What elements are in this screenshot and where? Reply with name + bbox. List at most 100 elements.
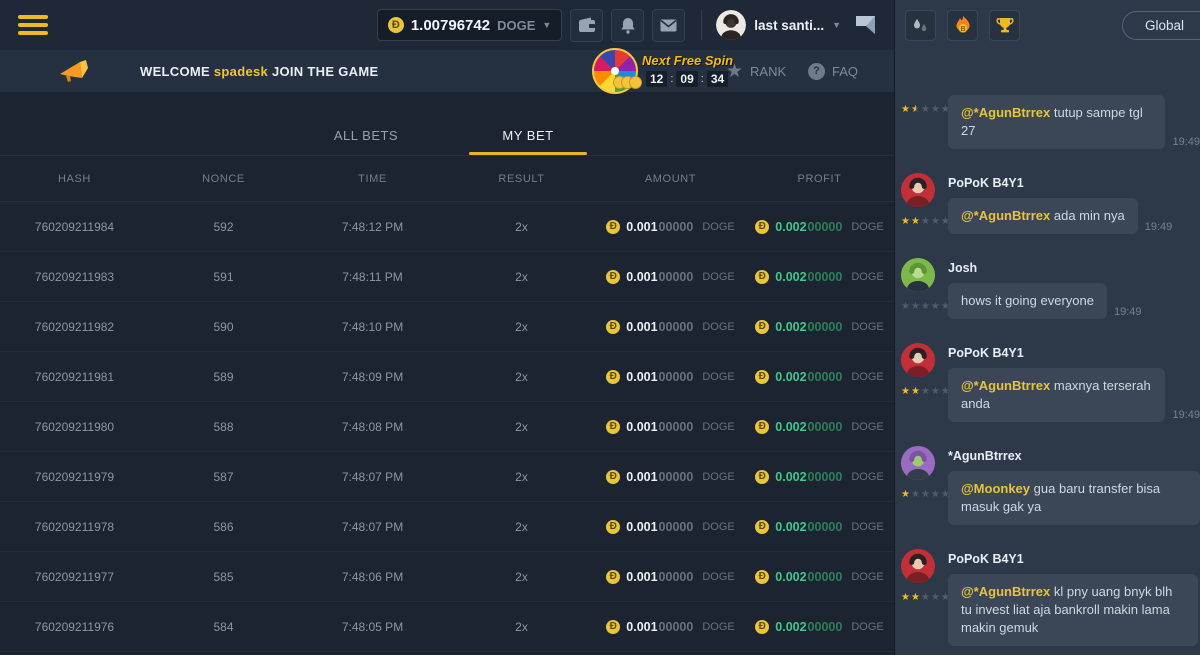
message-bubble: @*AgunBtrrex maxnya terserah anda	[948, 368, 1166, 422]
hash-cell: 760209211978	[34, 519, 115, 534]
doge-coin-icon: Ð	[755, 419, 770, 434]
avatar-image	[901, 549, 935, 583]
table-row[interactable]: 760209211982 590 7:48:10 PM 2x Ð 0.001 00000 DO…	[0, 302, 894, 352]
amount-cell: Ð 0.001 00000 DOGE	[596, 519, 745, 534]
user-rating-stars: ★★★★★	[901, 489, 951, 500]
message-username[interactable]: *AgunBtrrex	[948, 449, 1022, 463]
svg-text:B: B	[960, 25, 965, 32]
message-bubble: @*AgunBtrrex ada min nya	[948, 198, 1138, 234]
rank-link[interactable]: ★ RANK	[726, 50, 786, 92]
doge-coin-icon: Ð	[755, 219, 770, 234]
avatar[interactable]	[901, 343, 935, 377]
message-bubble: @*AgunBtrrex kl pny uang bnyk blh tu inv…	[948, 574, 1198, 646]
message-bubble: hows it going everyone	[948, 283, 1107, 319]
doge-coin-icon: Ð	[606, 369, 621, 384]
mention-link[interactable]: @*AgunBtrrex	[961, 105, 1051, 120]
question-icon: ?	[808, 62, 825, 80]
mention-link[interactable]: @*AgunBtrrex	[961, 584, 1051, 599]
table-row[interactable]: 760209211979 587 7:48:07 PM 2x Ð 0.001 00000 DO…	[0, 452, 894, 502]
coin-bonus-button[interactable]: B	[947, 9, 978, 41]
chat-message: ★★★★★ *AgunBtrrex @Moonkey gua baru transf…	[901, 446, 1200, 525]
user-rating-stars: ★★★★★	[901, 386, 951, 397]
rain-icon	[914, 18, 927, 31]
mention-link[interactable]: @*AgunBtrrex	[961, 208, 1051, 223]
chat-toggle-icon	[856, 16, 875, 34]
message-text: gua baru transfer bisa masuk gak ya	[961, 481, 1161, 514]
bets-table-header: HASH NONCE TIME RESULT AMOUNT PROFIT	[0, 156, 894, 202]
doge-coin-icon: Ð	[606, 269, 621, 284]
balance-selector[interactable]: Ð 1.00796742 DOGE ▼	[376, 9, 563, 41]
message-meta: ★★★★★	[901, 549, 950, 646]
result-cell: 2x	[515, 569, 528, 584]
col-hash: HASH	[58, 172, 91, 185]
tab-my-bet[interactable]: MY BET	[447, 128, 609, 155]
bets-table-body: 760209211984 592 7:48:12 PM 2x Ð 0.001 00000 DO…	[0, 202, 894, 652]
rain-button[interactable]	[905, 9, 936, 41]
mention-link[interactable]: @Moonkey	[961, 481, 1031, 496]
message-meta: ★★★★★	[901, 258, 950, 319]
message-username[interactable]: PoPoK B4Y1	[948, 346, 1024, 360]
time-cell: 7:48:06 PM	[341, 569, 404, 584]
message-username[interactable]: PoPoK B4Y1	[948, 552, 1024, 566]
chat-message: ★★★★★ PoPoK B4Y1 @*AgunBtrrex maxnya terse…	[901, 343, 1200, 422]
tab-all-bets[interactable]: ALL BETS	[333, 128, 399, 143]
time-cell: 7:48:12 PM	[341, 219, 404, 234]
user-menu[interactable]: last santi... ▼	[716, 10, 841, 40]
next-free-spin-label: Next Free Spin	[642, 53, 734, 68]
table-row[interactable]: 760209211984 592 7:48:12 PM 2x Ð 0.001 00000 DO…	[0, 202, 894, 252]
avatar[interactable]	[901, 549, 935, 583]
message-username[interactable]: PoPoK B4Y1	[948, 176, 1024, 190]
table-row[interactable]: 760209211976 584 7:48:05 PM 2x Ð 0.001 00000 DO…	[0, 602, 894, 652]
table-row[interactable]: 760209211978 586 7:48:07 PM 2x Ð 0.001 00000 DO…	[0, 502, 894, 552]
time-cell: 7:48:11 PM	[342, 269, 403, 284]
doge-coin-icon: Ð	[606, 419, 621, 434]
timer-seconds: 34	[706, 71, 729, 87]
chat-message: ★★★★★ PoPoK B4Y1 @*AgunBtrrex ada min nya 1…	[901, 173, 1200, 234]
amount-cell: Ð 0.001 00000 DOGE	[596, 619, 745, 634]
messages-button[interactable]	[652, 8, 686, 42]
hamburger-menu-icon[interactable]	[18, 11, 48, 39]
nonce-cell: 591	[213, 269, 234, 284]
notifications-button[interactable]	[611, 8, 645, 42]
table-row[interactable]: 760209211983 591 7:48:11 PM 2x Ð 0.001 00000 DO…	[0, 252, 894, 302]
hash-cell: 760209211981	[34, 369, 115, 384]
faq-link[interactable]: ? FAQ	[808, 50, 858, 92]
table-row[interactable]: 760209211980 588 7:48:08 PM 2x Ð 0.001 00000 DO…	[0, 402, 894, 452]
profit-cell: Ð 0.002 00000 DOGE	[745, 519, 894, 534]
result-cell: 2x	[515, 269, 528, 284]
table-row[interactable]: 760209211981 589 7:48:09 PM 2x Ð 0.001 00000 DO…	[0, 352, 894, 402]
amount-cell: Ð 0.001 00000 DOGE	[596, 319, 745, 334]
faq-label: FAQ	[832, 63, 859, 79]
nonce-cell: 592	[213, 219, 234, 234]
doge-coin-icon: Ð	[606, 319, 621, 334]
chat-room-selector[interactable]: Global	[1122, 10, 1200, 40]
mention-link[interactable]: @*AgunBtrrex	[961, 378, 1051, 393]
bets-tabs: ALL BETS MY BET	[0, 92, 894, 156]
avatar[interactable]	[901, 173, 935, 207]
avatar[interactable]	[901, 258, 935, 292]
table-row[interactable]: 760209211977 585 7:48:06 PM 2x Ð 0.001 00000 DO…	[0, 552, 894, 602]
time-cell: 7:48:07 PM	[341, 469, 404, 484]
chat-toggle-button[interactable]	[849, 9, 882, 42]
wallet-button[interactable]	[570, 8, 604, 42]
chat-message: ★★★★★ Josh hows it going everyone 19:49	[901, 258, 1200, 319]
trophy-button[interactable]	[989, 9, 1020, 41]
user-rating-stars: ★★★★★	[901, 216, 951, 227]
free-spin-timer: 12:09:34	[646, 71, 729, 87]
message-username[interactable]: Josh	[948, 261, 978, 275]
user-rating-stars: ★★★★★	[901, 104, 951, 115]
time-cell: 7:48:05 PM	[341, 619, 404, 634]
message-meta: ★★★★★	[901, 446, 950, 525]
hash-cell: 760209211980	[34, 419, 115, 434]
avatar-image	[901, 258, 935, 292]
profit-cell: Ð 0.002 00000 DOGE	[745, 319, 894, 334]
col-nonce: NONCE	[202, 172, 245, 185]
doge-coin-icon: Ð	[606, 569, 621, 584]
doge-coin-icon: Ð	[755, 269, 770, 284]
nonce-cell: 584	[213, 619, 234, 634]
avatar[interactable]	[901, 446, 935, 480]
chevron-down-icon: ▼	[832, 20, 841, 30]
welcome-username: spadesk	[213, 63, 269, 79]
avatar-image	[901, 343, 935, 377]
